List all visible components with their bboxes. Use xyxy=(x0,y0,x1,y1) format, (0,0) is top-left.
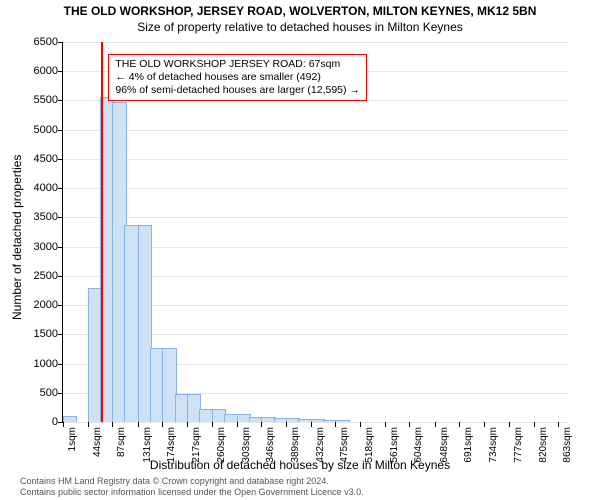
xtick-mark xyxy=(385,422,386,427)
ytick-label: 6500 xyxy=(34,36,58,48)
ytick-label: 4500 xyxy=(34,153,58,165)
y-axis-label: Number of detached properties xyxy=(10,155,24,320)
xtick-mark xyxy=(558,422,559,427)
xtick-mark xyxy=(409,422,410,427)
histogram-bar xyxy=(335,420,349,422)
xtick-mark xyxy=(534,422,535,427)
credits-line-1: Contains HM Land Registry data © Crown c… xyxy=(20,476,364,487)
chart-title-sub: Size of property relative to detached ho… xyxy=(0,18,600,34)
ytick-mark xyxy=(58,393,63,394)
credits: Contains HM Land Registry data © Crown c… xyxy=(20,476,364,498)
xtick-mark xyxy=(286,422,287,427)
ytick-label: 3000 xyxy=(34,241,58,253)
xtick-mark xyxy=(261,422,262,427)
grid-line xyxy=(63,159,568,160)
xtick-mark xyxy=(311,422,312,427)
ytick-mark xyxy=(58,364,63,365)
xtick-label: 44sqm xyxy=(92,427,103,457)
ytick-mark xyxy=(58,247,63,248)
histogram-bar xyxy=(63,416,77,422)
xtick-mark xyxy=(162,422,163,427)
xtick-mark xyxy=(112,422,113,427)
ytick-mark xyxy=(58,71,63,72)
annotation-box: THE OLD WORKSHOP JERSEY ROAD: 67sqm← 4% … xyxy=(108,54,367,101)
ytick-mark xyxy=(58,42,63,43)
grid-line xyxy=(63,42,568,43)
xtick-label: 1sqm xyxy=(67,427,78,451)
xtick-mark xyxy=(237,422,238,427)
ytick-mark xyxy=(58,188,63,189)
grid-line xyxy=(63,422,568,423)
ytick-mark xyxy=(58,100,63,101)
property-marker-line xyxy=(101,42,103,422)
ytick-label: 3500 xyxy=(34,211,58,223)
xtick-mark xyxy=(187,422,188,427)
xtick-mark xyxy=(335,422,336,427)
ytick-label: 4000 xyxy=(34,182,58,194)
ytick-label: 2500 xyxy=(34,270,58,282)
annotation-line: 96% of semi-detached houses are larger (… xyxy=(115,84,360,97)
ytick-mark xyxy=(58,334,63,335)
grid-line xyxy=(63,188,568,189)
credits-line-2: Contains public sector information licen… xyxy=(20,487,364,498)
plot-area: 0500100015002000250030003500400045005000… xyxy=(62,42,568,423)
xtick-mark xyxy=(360,422,361,427)
ytick-label: 5500 xyxy=(34,94,58,106)
ytick-label: 500 xyxy=(40,387,58,399)
xtick-mark xyxy=(435,422,436,427)
xtick-mark xyxy=(138,422,139,427)
xtick-label: 87sqm xyxy=(116,427,127,457)
xtick-mark xyxy=(509,422,510,427)
xtick-mark xyxy=(459,422,460,427)
ytick-mark xyxy=(58,159,63,160)
chart-container: THE OLD WORKSHOP, JERSEY ROAD, WOLVERTON… xyxy=(0,0,600,500)
ytick-mark xyxy=(58,305,63,306)
histogram-bar xyxy=(124,225,138,422)
ytick-label: 2000 xyxy=(34,299,58,311)
xtick-mark xyxy=(63,422,64,427)
xtick-mark xyxy=(88,422,89,427)
grid-line xyxy=(63,217,568,218)
ytick-label: 1000 xyxy=(34,358,58,370)
grid-line xyxy=(63,130,568,131)
ytick-mark xyxy=(58,276,63,277)
chart-title-main: THE OLD WORKSHOP, JERSEY ROAD, WOLVERTON… xyxy=(0,0,600,18)
annotation-line: THE OLD WORKSHOP JERSEY ROAD: 67sqm xyxy=(115,58,360,71)
ytick-label: 0 xyxy=(52,416,58,428)
ytick-label: 6000 xyxy=(34,65,58,77)
xtick-mark xyxy=(484,422,485,427)
ytick-label: 5000 xyxy=(34,124,58,136)
xtick-mark xyxy=(212,422,213,427)
annotation-line: ← 4% of detached houses are smaller (492… xyxy=(115,71,360,84)
ytick-mark xyxy=(58,130,63,131)
x-axis-label: Distribution of detached houses by size … xyxy=(0,458,600,472)
ytick-label: 1500 xyxy=(34,328,58,340)
ytick-mark xyxy=(58,217,63,218)
